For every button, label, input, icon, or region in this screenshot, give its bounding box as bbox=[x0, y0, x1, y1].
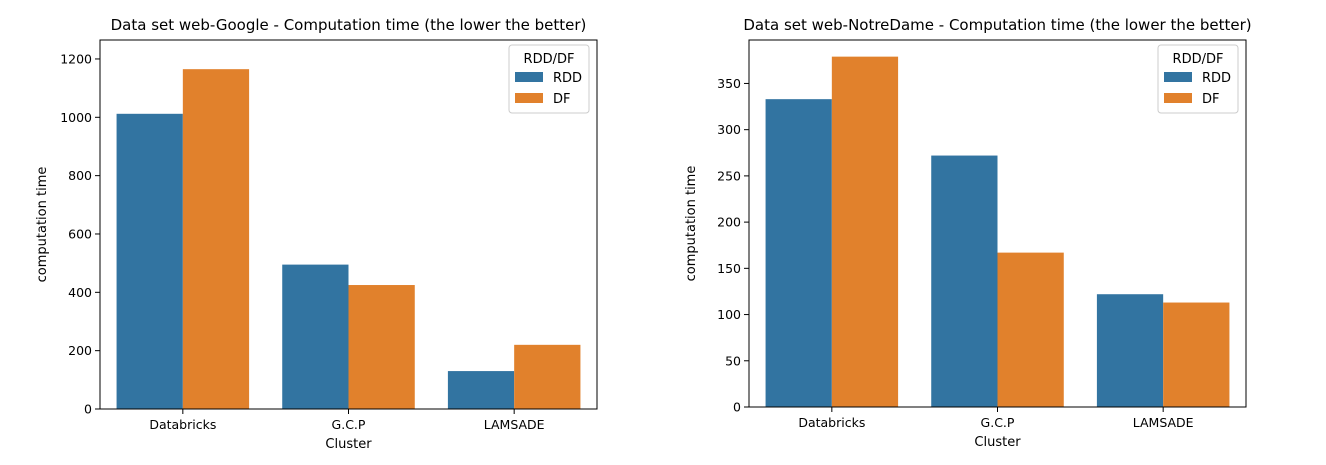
chart-2: Data set web-NotreDame - Computation tim… bbox=[684, 16, 1252, 450]
y-axis-label: computation time bbox=[35, 167, 50, 283]
y-tick-label: 400 bbox=[68, 285, 92, 300]
bar-rdd-lamsade bbox=[447, 371, 515, 409]
bar-df-databricks bbox=[182, 69, 250, 410]
bar-rdd-gcp bbox=[282, 264, 349, 409]
chart-title: Data set web-NotreDame - Computation tim… bbox=[743, 16, 1251, 34]
x-axis-label: Cluster bbox=[325, 437, 372, 452]
y-tick-label: 100 bbox=[717, 307, 741, 322]
y-tick-label: 200 bbox=[68, 343, 92, 358]
bar-rdd-lamsade bbox=[1096, 294, 1164, 407]
x-tick-label: G.C.P bbox=[981, 415, 1015, 430]
bar-rdd-databricks bbox=[116, 113, 183, 410]
y-tick-label: 50 bbox=[725, 353, 741, 368]
legend-title: RDD/DF bbox=[1173, 52, 1224, 67]
y-tick-label: 0 bbox=[733, 400, 741, 415]
x-tick-label: Databricks bbox=[149, 417, 216, 432]
bar-rdd-gcp bbox=[931, 155, 998, 407]
legend-swatch-df bbox=[1164, 93, 1192, 103]
y-tick-label: 350 bbox=[717, 76, 741, 91]
x-tick-label: Databricks bbox=[798, 415, 865, 430]
bar-df-databricks bbox=[831, 56, 899, 407]
y-tick-label: 0 bbox=[84, 402, 92, 417]
legend-entry-rdd: RDD bbox=[1202, 71, 1231, 86]
x-axis-label: Cluster bbox=[974, 435, 1021, 450]
bar-df-lamsade bbox=[1163, 302, 1230, 407]
bar-df-gcp bbox=[997, 252, 1064, 407]
x-tick-label: G.C.P bbox=[332, 417, 366, 432]
y-tick-label: 600 bbox=[68, 226, 92, 241]
bar-rdd-databricks bbox=[765, 99, 832, 407]
legend-entry-df: DF bbox=[1202, 92, 1220, 107]
x-tick-label: LAMSADE bbox=[1133, 415, 1194, 430]
y-axis-label: computation time bbox=[684, 166, 699, 282]
legend-title: RDD/DF bbox=[524, 52, 575, 67]
y-tick-label: 250 bbox=[717, 168, 741, 183]
legend-entry-rdd: RDD bbox=[553, 71, 582, 86]
legend-swatch-rdd bbox=[1164, 72, 1192, 82]
y-tick-label: 200 bbox=[717, 215, 741, 230]
legend-entry-df: DF bbox=[553, 92, 571, 107]
chart-title: Data set web-Google - Computation time (… bbox=[111, 16, 587, 34]
legend-swatch-df bbox=[515, 93, 543, 103]
x-tick-label: LAMSADE bbox=[484, 417, 545, 432]
y-tick-label: 800 bbox=[68, 168, 92, 183]
y-tick-label: 300 bbox=[717, 122, 741, 137]
y-tick-label: 1200 bbox=[60, 51, 92, 66]
bar-df-lamsade bbox=[514, 344, 581, 409]
bar-df-gcp bbox=[348, 285, 415, 409]
legend: RDD/DF RDD DF bbox=[1157, 44, 1239, 114]
legend-swatch-rdd bbox=[515, 72, 543, 82]
y-tick-label: 1000 bbox=[60, 110, 92, 125]
chart-1: Data set web-Google - Computation time (… bbox=[35, 16, 598, 452]
y-tick-label: 150 bbox=[717, 261, 741, 276]
legend: RDD/DF RDD DF bbox=[508, 44, 590, 114]
